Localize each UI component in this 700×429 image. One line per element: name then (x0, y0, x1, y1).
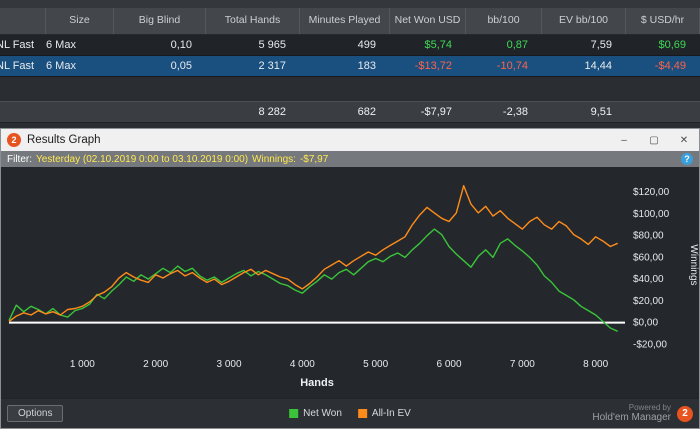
powered-by-label: Powered by (628, 403, 671, 413)
stats-panel: Size Big Blind Total Hands Minutes Playe… (0, 0, 700, 123)
totals-game (0, 102, 46, 122)
svg-text:Winnings: Winnings (688, 244, 699, 285)
svg-text:2 000: 2 000 (143, 359, 168, 370)
svg-text:$80,00: $80,00 (633, 231, 664, 242)
cell-total-hands: 5 965 (258, 39, 286, 51)
table-row[interactable]: NL Fast 6 Max 0,10 5 965 499 $5,74 0,87 … (0, 35, 700, 56)
table-row-selected[interactable]: NL Fast 6 Max 0,05 2 317 183 -$13,72 -10… (0, 56, 700, 77)
svg-text:7 000: 7 000 (510, 359, 535, 370)
cell-minutes-played: 499 (357, 39, 376, 51)
cell-net-won: -$13,72 (414, 60, 452, 72)
table-empty-area (0, 77, 700, 101)
svg-text:$60,00: $60,00 (633, 252, 664, 263)
cell-net-won: $5,74 (424, 39, 452, 51)
totals-minutes-played: 682 (357, 106, 376, 118)
svg-text:$20,00: $20,00 (633, 296, 664, 307)
totals-bb100: -2,38 (502, 106, 528, 118)
filter-bar: Filter: Yesterday (02.10.2019 0:00 to 03… (1, 151, 699, 167)
chart-legend: Net Won All-In EV (289, 408, 411, 419)
graph-bottom-bar: Options Net Won All-In EV Powered by Hol… (1, 398, 699, 428)
cell-big-blind: 0,10 (170, 39, 192, 51)
totals-net-won: -$7,97 (420, 106, 452, 118)
help-icon[interactable]: ? (681, 153, 693, 165)
minimize-button[interactable]: – (621, 134, 627, 146)
svg-text:4 000: 4 000 (290, 359, 315, 370)
cell-bb100: -10,74 (496, 60, 528, 72)
cell-usd-hr: $0,69 (658, 39, 686, 51)
options-button[interactable]: Options (7, 405, 64, 422)
winnings-value: -$7,97 (299, 153, 329, 165)
totals-usd-hr (626, 102, 700, 122)
cell-game: NL Fast (0, 60, 35, 72)
cell-usd-hr: -$4,49 (654, 60, 686, 72)
filter-label: Filter: (7, 153, 32, 165)
col-header-minutes-played[interactable]: Minutes Played (300, 8, 390, 34)
svg-text:$40,00: $40,00 (633, 274, 664, 285)
window-controls: – ▢ ✕ (609, 129, 699, 151)
svg-text:5 000: 5 000 (363, 359, 388, 370)
cell-ev-bb100: 14,44 (584, 60, 612, 72)
allin-ev-swatch-icon (357, 409, 367, 418)
col-header-big-blind[interactable]: Big Blind (114, 8, 206, 34)
net-won-swatch-icon (289, 409, 299, 418)
totals-total-hands: 8 282 (258, 106, 286, 118)
hm2-brand-icon: 2 (677, 405, 693, 422)
totals-big-blind (114, 102, 206, 122)
maximize-button[interactable]: ▢ (649, 134, 659, 146)
legend-item-net-won: Net Won (289, 408, 342, 419)
cell-big-blind: 0,05 (170, 60, 192, 72)
totals-size (46, 102, 114, 122)
col-header-net-won-usd[interactable]: Net Won USD (390, 8, 466, 34)
svg-text:3 000: 3 000 (216, 359, 241, 370)
totals-row: 8 282 682 -$7,97 -2,38 9,51 (0, 101, 700, 123)
window-title-bar[interactable]: 2 Results Graph – ▢ ✕ (1, 129, 699, 151)
cell-total-hands: 2 317 (258, 60, 286, 72)
svg-text:1 000: 1 000 (70, 359, 95, 370)
legend-label-allin-ev: All-In EV (371, 408, 411, 419)
svg-text:$100,00: $100,00 (633, 209, 670, 220)
legend-item-allin-ev: All-In EV (357, 408, 411, 419)
col-header-bb100[interactable]: bb/100 (466, 8, 542, 34)
svg-text:$0,00: $0,00 (633, 318, 658, 329)
chart-area: $120,00 $100,00 $80,00 $60,00 $40,00 $20,00 $0… (1, 167, 699, 398)
results-graph-svg: $120,00 $100,00 $80,00 $60,00 $40,00 $20,00 $0… (8, 185, 699, 389)
stats-table-header: Size Big Blind Total Hands Minutes Playe… (0, 8, 700, 35)
window-title: Results Graph (27, 134, 101, 146)
svg-text:6 000: 6 000 (436, 359, 461, 370)
close-button[interactable]: ✕ (679, 134, 689, 146)
col-header-usd-hr[interactable]: $ USD/hr (626, 8, 700, 34)
col-header-total-hands[interactable]: Total Hands (206, 8, 300, 34)
results-graph-window: 2 Results Graph – ▢ ✕ Filter: Yesterday … (0, 128, 700, 429)
cell-bb100: 0,87 (506, 39, 528, 51)
cell-ev-bb100: 7,59 (590, 39, 612, 51)
powered-by-block: Powered by Hold'em Manager 2 (592, 403, 693, 424)
brand-name: Hold'em Manager (592, 412, 671, 424)
svg-text:8 000: 8 000 (583, 359, 608, 370)
col-header-game[interactable] (0, 8, 46, 34)
cell-size: 6 Max (46, 60, 76, 72)
col-header-size[interactable]: Size (46, 8, 114, 34)
svg-text:$120,00: $120,00 (633, 187, 670, 198)
hm2-app-icon: 2 (7, 133, 21, 147)
svg-text:Hands: Hands (300, 377, 334, 389)
svg-text:-$20,00: -$20,00 (633, 339, 667, 350)
filter-range[interactable]: Yesterday (02.10.2019 0:00 to 03.10.2019… (36, 153, 249, 165)
clipped-top-row (0, 0, 700, 8)
totals-ev-bb100: 9,51 (590, 106, 612, 118)
legend-label-net-won: Net Won (303, 408, 342, 419)
cell-size: 6 Max (46, 39, 76, 51)
cell-game: NL Fast (0, 39, 35, 51)
col-header-ev-bb100[interactable]: EV bb/100 (542, 8, 626, 34)
cell-minutes-played: 183 (357, 60, 376, 72)
winnings-label: Winnings: (252, 153, 296, 165)
